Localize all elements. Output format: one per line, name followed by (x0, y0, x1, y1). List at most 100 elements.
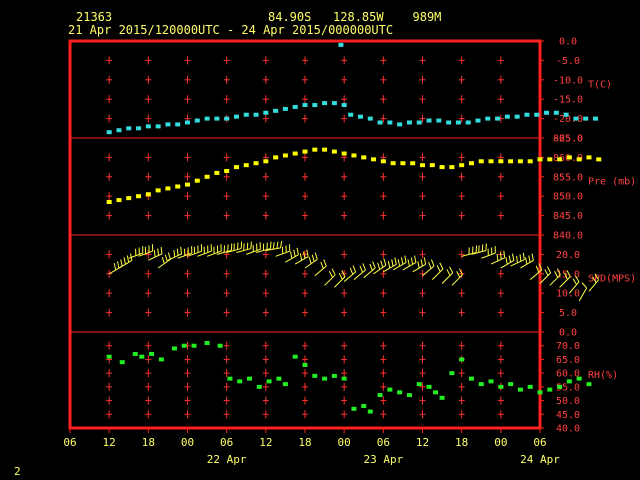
temp-point (338, 42, 344, 47)
wind-barb-flag (544, 269, 549, 276)
temp-point (426, 118, 432, 123)
pres-point (468, 161, 474, 166)
y-tick-label: 70.0 (556, 341, 580, 352)
x-tick-label: 06 (220, 436, 233, 449)
rh-point (139, 354, 145, 359)
pres-point (165, 186, 171, 191)
wind-barb-flag (525, 257, 528, 265)
rh-point (557, 384, 563, 389)
y-tick-label: -25.0 (553, 134, 583, 145)
x-date-label: 22 Apr (207, 453, 247, 466)
wind-barb-flag (420, 259, 423, 267)
y-tick-label: 855.0 (553, 172, 583, 183)
temp-point (592, 116, 598, 121)
rh-point (547, 387, 553, 392)
pres-point (488, 159, 494, 164)
pres-point (586, 155, 592, 160)
pres-point (527, 159, 533, 164)
pres-point (517, 159, 523, 164)
wind-barb-flag (126, 255, 130, 263)
rh-point (247, 376, 253, 381)
x-tick-label: 18 (298, 436, 311, 449)
rh-point (488, 379, 494, 384)
wind-barb-flag (423, 257, 427, 265)
y-tick-label: 0.0 (559, 37, 577, 48)
wind-barb (226, 248, 242, 253)
wind-barb-flag (499, 252, 502, 260)
pres-point (400, 161, 406, 166)
rh-point (132, 351, 138, 356)
wind-barb-flag (120, 259, 123, 267)
wind-barb-flag (519, 254, 522, 262)
rh-point (439, 395, 445, 400)
wind-barb-flag (341, 270, 346, 277)
wind-barb-flag (410, 257, 414, 265)
wind-barb-flag (383, 258, 387, 266)
wind-barb-flag (531, 253, 534, 261)
x-tick-label: 12 (103, 436, 116, 449)
pres-point (322, 147, 328, 152)
wind-barb (343, 271, 356, 282)
y-tick-label: 50.0 (556, 396, 580, 407)
pres-point (557, 157, 563, 162)
pres-point (371, 157, 377, 162)
wind-barb-flag (400, 257, 404, 265)
wind-barb-flag (566, 270, 571, 277)
wind-barb-flag (117, 261, 120, 269)
wind-barb-flag (414, 255, 417, 263)
pres-point (185, 182, 190, 187)
wind-barb-flag (446, 269, 451, 276)
rh-point (468, 376, 474, 381)
temp-point (273, 108, 279, 113)
x-tick-label: 12 (259, 436, 272, 449)
y-tick-label: -20.0 (553, 114, 583, 125)
pres-point (116, 198, 122, 203)
wind-barb-flag (380, 260, 384, 268)
temp-point (573, 116, 579, 121)
temp-point (436, 118, 442, 123)
pres-point (204, 174, 210, 179)
x-date-label: 23 Apr (363, 453, 403, 466)
wind-barb-flag (272, 242, 275, 250)
wind-barb-flag (349, 267, 354, 275)
wind-barb-flag (430, 259, 435, 267)
wind-barb (422, 265, 435, 277)
temp-point (387, 120, 393, 125)
temp-point (406, 120, 412, 125)
panel-label-rh: RH(%) (588, 370, 618, 381)
wind-barb-flag (439, 262, 444, 270)
temp-point (534, 112, 540, 117)
rh-point (537, 390, 543, 395)
y-tick-label: 845.0 (553, 211, 583, 222)
station-location: 84.90S 128.85W 989M (268, 10, 442, 24)
rh-point (312, 373, 318, 378)
wind-barb-flag (572, 278, 578, 285)
y-tick-label: 20.0 (556, 250, 580, 261)
y-tick-label: 65.0 (556, 355, 580, 366)
pres-point (106, 200, 112, 205)
pres-point (429, 163, 435, 168)
wind-barb-flag (556, 268, 561, 276)
temp-point (106, 130, 112, 135)
rh-point (449, 371, 455, 376)
page-number: 2 (14, 465, 21, 478)
wind-barb-flag (173, 250, 176, 258)
temp-point (563, 112, 569, 117)
temp-point (145, 124, 151, 129)
temp-point (165, 122, 171, 127)
temp-point (292, 104, 298, 109)
wind-barb-flag (417, 261, 420, 269)
wind-barb-flag (458, 268, 463, 276)
wind-barb-flag (369, 263, 373, 271)
wind-barb (334, 276, 346, 288)
wind-barb (265, 247, 281, 252)
temp-point (553, 110, 559, 115)
rh-point (331, 373, 337, 378)
wind-barb-flag (328, 271, 333, 278)
pres-point (566, 155, 572, 160)
temp-point (302, 103, 308, 108)
temp-point (126, 126, 132, 131)
wind-barb-flag (331, 268, 336, 276)
temp-point (341, 103, 347, 108)
